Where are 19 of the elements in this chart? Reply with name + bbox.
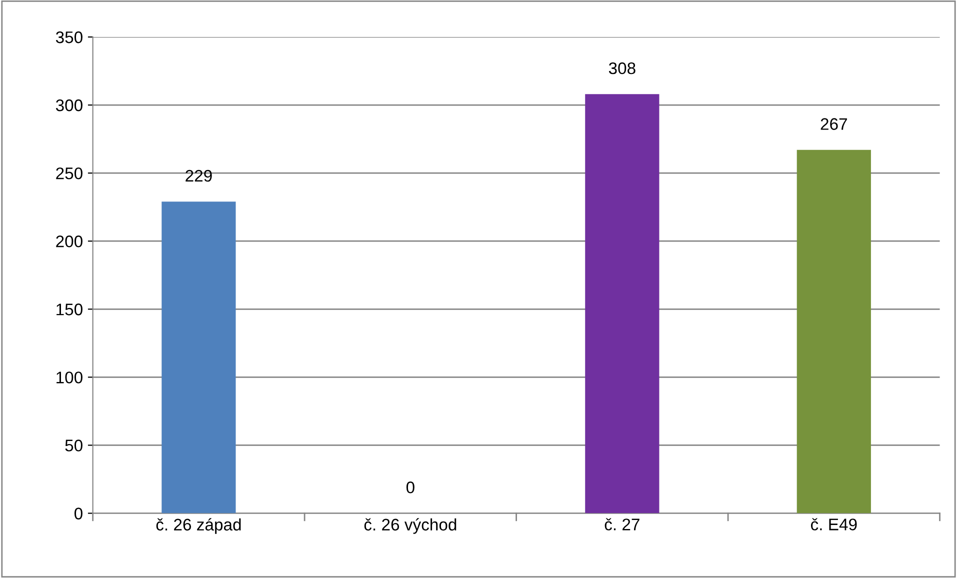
y-tick-label: 200 bbox=[56, 236, 82, 248]
y-tick-label: 150 bbox=[56, 304, 82, 316]
y-tick-label: 300 bbox=[56, 99, 82, 112]
data-label: 0 bbox=[406, 482, 414, 494]
y-tick-label: 350 bbox=[56, 31, 82, 44]
x-tick-label: č. 27 bbox=[604, 518, 640, 530]
data-label: 267 bbox=[820, 118, 847, 130]
bar bbox=[162, 202, 236, 514]
x-tick-label: č. 26 východ bbox=[364, 518, 456, 534]
bar bbox=[585, 94, 660, 514]
data-label: 229 bbox=[186, 170, 212, 182]
y-tick-label: 0 bbox=[74, 508, 82, 520]
y-tick-label: 100 bbox=[56, 372, 82, 384]
data-label: 308 bbox=[608, 62, 636, 74]
x-tick-label: č. 26 západ bbox=[156, 518, 241, 534]
bar bbox=[796, 150, 871, 514]
y-tick-label: 250 bbox=[56, 167, 82, 180]
x-tick-label: č. E49 bbox=[810, 518, 857, 530]
y-tick-label: 50 bbox=[65, 440, 82, 452]
